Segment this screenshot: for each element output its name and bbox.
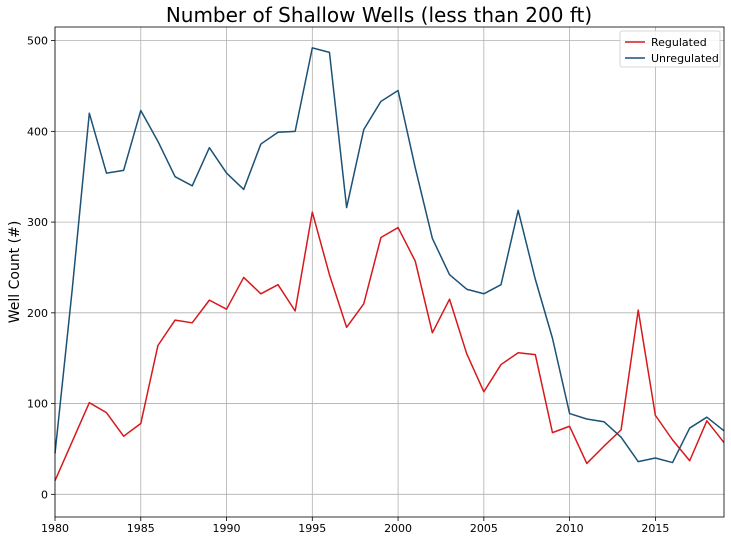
x-tick-label: 2010 [556,522,584,535]
x-tick-label: 1995 [298,522,326,535]
legend-label-unregulated: Unregulated [651,52,719,65]
x-tick-label: 2015 [641,522,669,535]
y-axis-label: Well Count (#) [7,221,23,324]
y-tick-label: 300 [27,216,48,229]
x-tick-label: 1985 [127,522,155,535]
x-tick-label: 1980 [41,522,69,535]
series-line-unregulated [54,47,725,464]
legend: Regulated Unregulated [619,30,721,68]
plot-frame [54,26,725,518]
x-tick-label: 2005 [470,522,498,535]
tick-layer: 1980 1985 1990 1995 2000 2005 2010 2015 0 100 200 3… [27,35,669,535]
y-tick-label: 0 [41,488,48,501]
y-tick-label: 100 [27,398,48,411]
y-tick-label: 200 [27,307,48,320]
series-line-regulated [54,211,725,482]
x-tick-label: 1990 [213,522,241,535]
grid-layer [54,27,724,517]
series-layer [54,47,725,482]
x-tick-label: 2000 [384,522,412,535]
y-tick-label: 500 [27,35,48,48]
legend-label-regulated: Regulated [651,36,707,49]
chart-title: Number of Shallow Wells (less than 200 f… [166,3,592,27]
y-tick-label: 400 [27,125,48,138]
